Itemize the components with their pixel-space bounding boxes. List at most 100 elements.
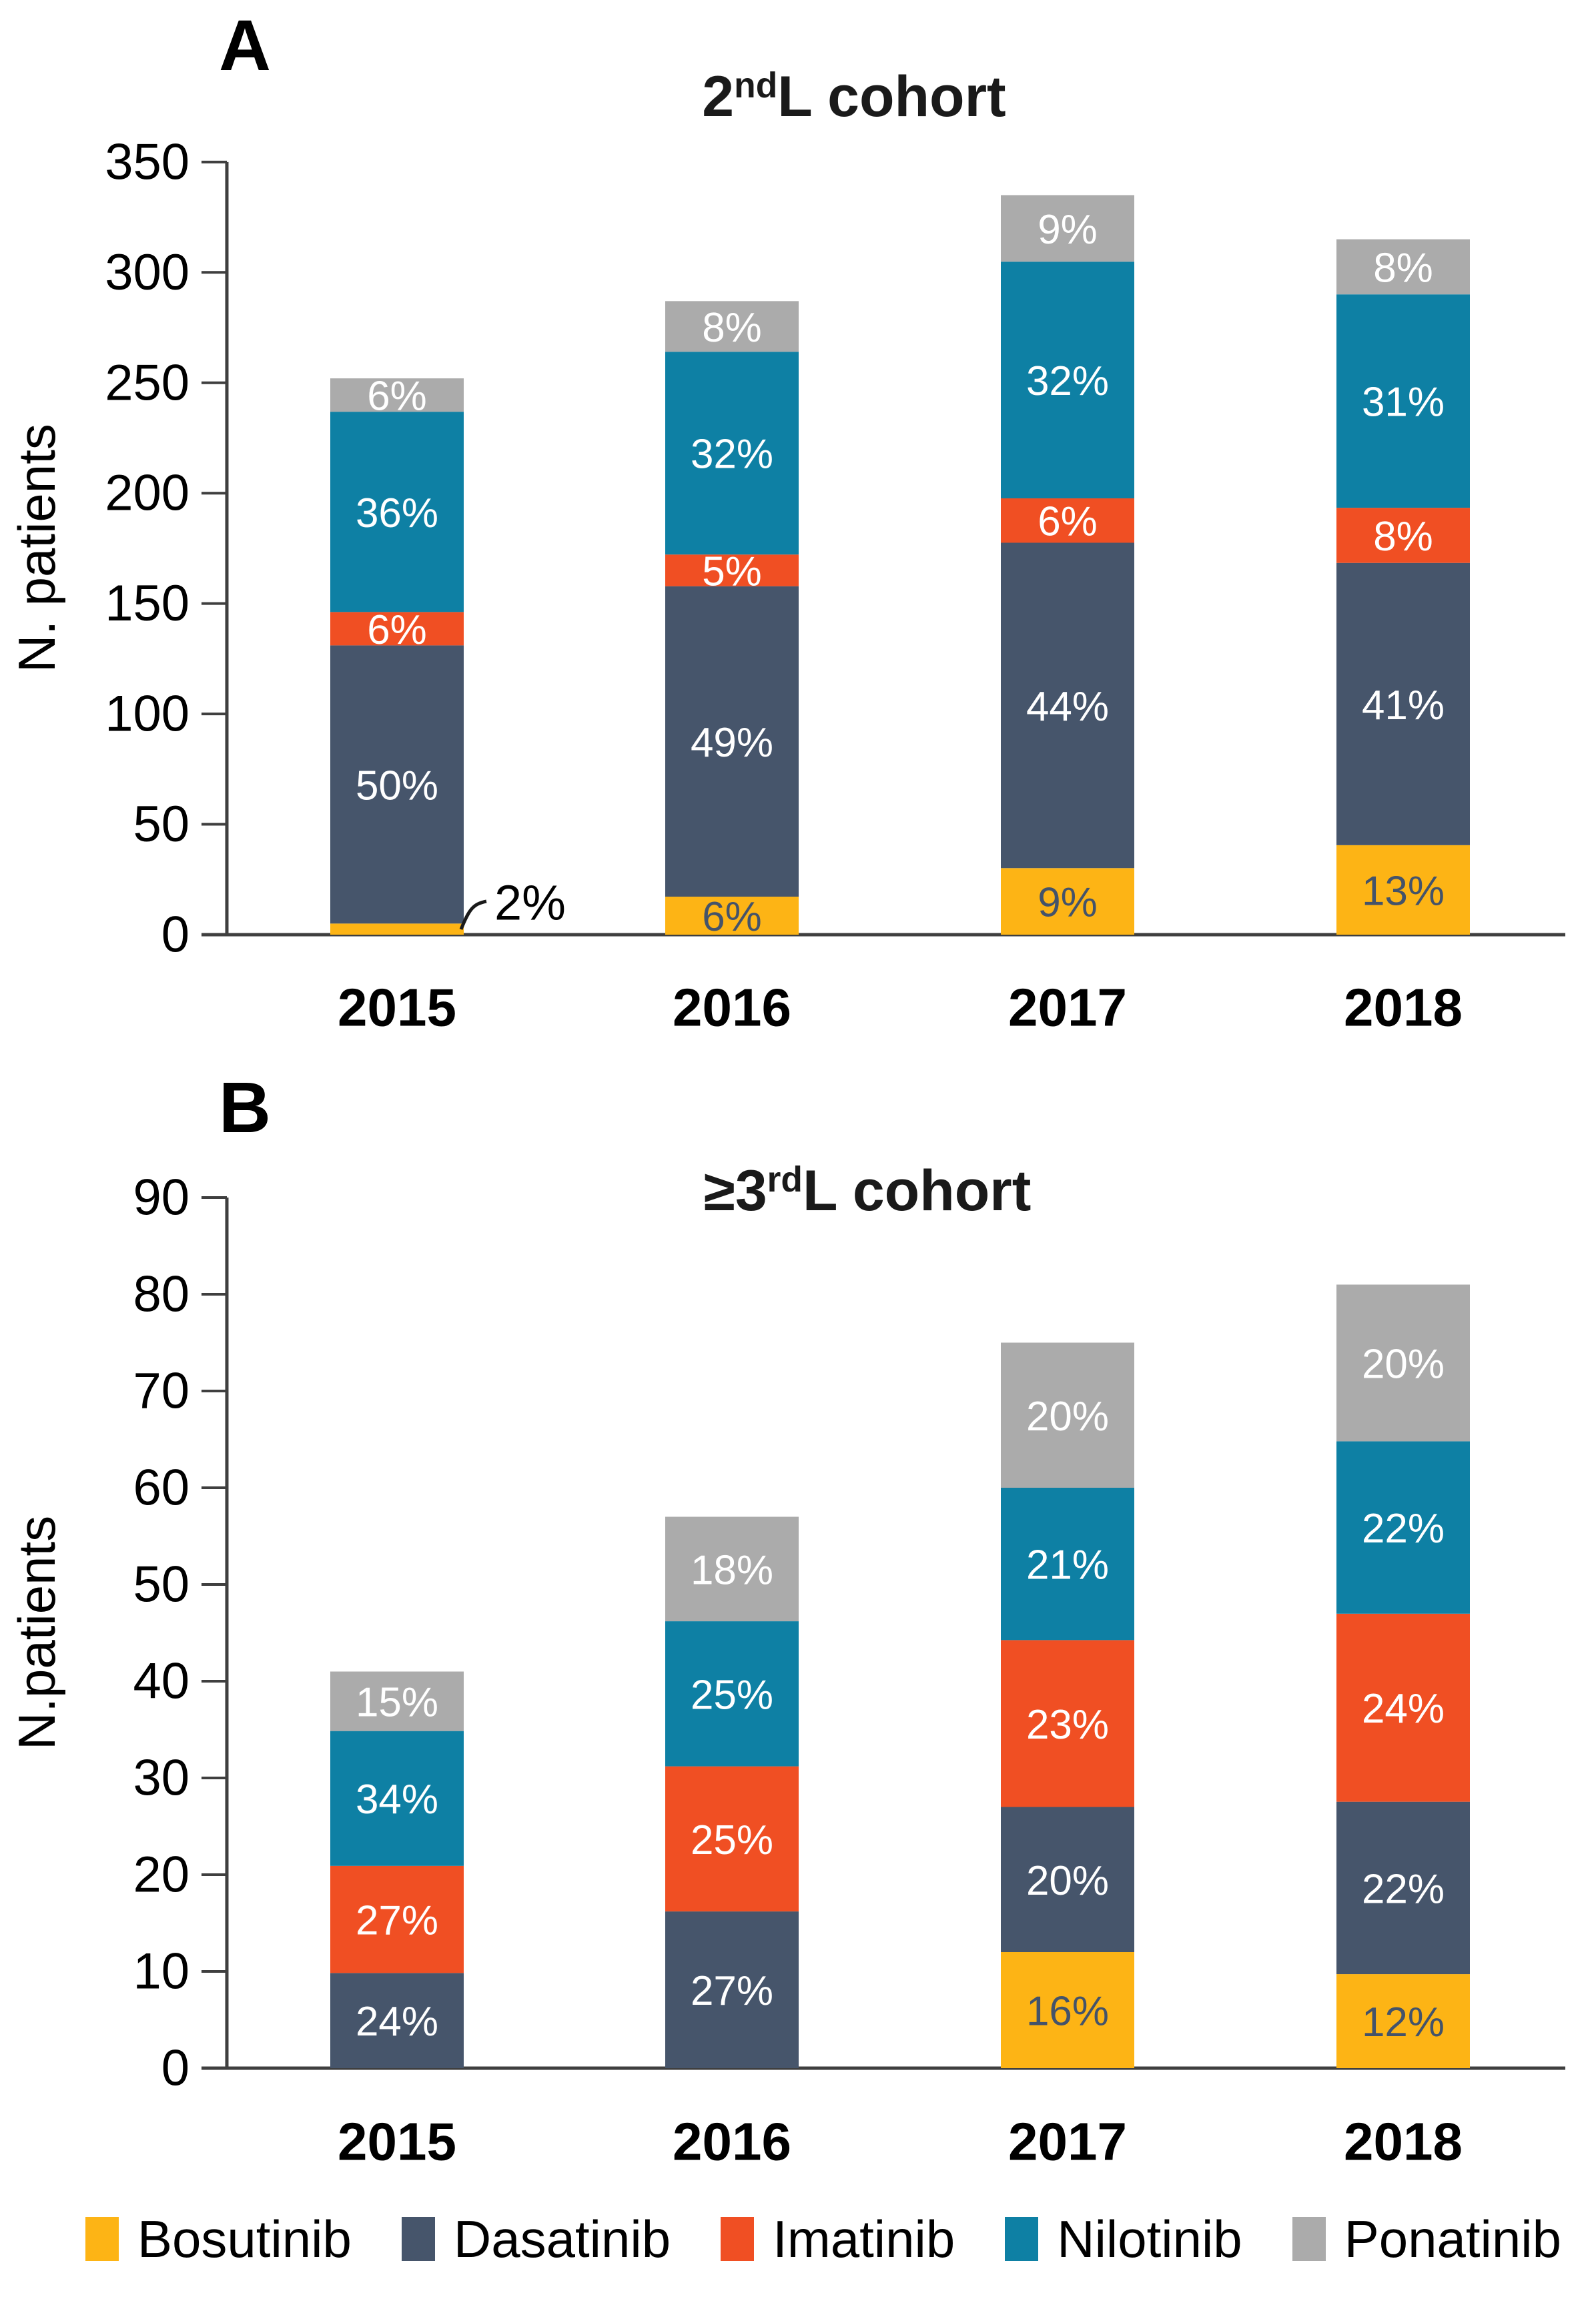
y-tick-label: 150 <box>105 575 189 632</box>
segment-label-bosutinib-2016: 6% <box>702 894 762 940</box>
bar-segment-ponatinib-2017 <box>1001 1342 1134 1488</box>
bar-segment-dasatinib-2016 <box>665 1911 799 2068</box>
chart-b-title-superscript: rd <box>767 1160 803 1200</box>
bar-segment-ponatinib-2015 <box>330 1671 464 1731</box>
segment-label-imatinib-2016: 5% <box>702 548 762 594</box>
segment-label-ponatinib-2016: 18% <box>691 1547 773 1593</box>
bar-segment-bosutinib-2018 <box>1336 845 1470 935</box>
chart-a-title-suffix: L cohort <box>777 65 1006 129</box>
y-tick-label: 70 <box>133 1363 189 1420</box>
bar-segment-nilotinib-2018 <box>1336 1441 1470 1614</box>
bar-segment-imatinib-2016 <box>665 1766 799 1912</box>
segment-label-dasatinib-2015: 50% <box>356 763 438 809</box>
x-category-label-2018: 2018 <box>1344 2112 1463 2172</box>
bar-segment-nilotinib-2016 <box>665 1621 799 1767</box>
x-category-label-2016: 2016 <box>673 2112 791 2172</box>
bar-segment-imatinib-2015 <box>330 612 464 646</box>
bar-segment-bosutinib-2017 <box>1001 868 1134 935</box>
bar-segment-ponatinib-2018 <box>1336 239 1470 295</box>
bar-segment-ponatinib-2016 <box>665 301 799 352</box>
bar-segment-imatinib-2016 <box>665 554 799 586</box>
y-tick-label: 40 <box>133 1653 189 1710</box>
bar-segment-nilotinib-2017 <box>1001 1488 1134 1641</box>
imatinib-swatch-icon <box>721 2217 755 2261</box>
segment-label-ponatinib-2018: 8% <box>1373 245 1433 291</box>
bar-segment-ponatinib-2018 <box>1336 1284 1470 1442</box>
chart-b-title-prefix: ≥3 <box>703 1159 767 1223</box>
segment-label-nilotinib-2018: 31% <box>1362 380 1445 426</box>
segment-label-imatinib-2017: 6% <box>1038 499 1098 545</box>
panel-label-a: A <box>219 5 271 85</box>
bar-segment-nilotinib-2015 <box>330 1731 464 1866</box>
legend-item-ponatinib: Ponatinib <box>1292 2213 1561 2265</box>
bar-segment-dasatinib-2015 <box>330 645 464 924</box>
y-tick-label: 60 <box>133 1460 189 1516</box>
segment-label-nilotinib-2015: 34% <box>356 1777 438 1823</box>
bar-segment-imatinib-2018 <box>1336 508 1470 563</box>
chart-b-title-suffix: L cohort <box>802 1159 1032 1223</box>
segment-label-ponatinib-2016: 8% <box>702 305 762 351</box>
segment-label-ponatinib-2015: 15% <box>356 1680 438 1726</box>
legend-label-nilotinib: Nilotinib <box>1057 2210 1242 2268</box>
segment-label-imatinib-2017: 23% <box>1026 1702 1109 1748</box>
bar-segment-imatinib-2017 <box>1001 1640 1134 1807</box>
segment-label-ponatinib-2018: 20% <box>1362 1341 1445 1387</box>
segment-label-imatinib-2018: 24% <box>1362 1686 1445 1732</box>
y-tick-label: 50 <box>133 796 189 853</box>
bar-segment-ponatinib-2015 <box>330 378 464 412</box>
segment-label-nilotinib-2015: 36% <box>356 490 438 536</box>
dasatinib-swatch-icon <box>401 2217 435 2261</box>
legend-label-bosutinib: Bosutinib <box>137 2210 352 2268</box>
bar-segment-imatinib-2018 <box>1336 1613 1470 1802</box>
bosutinib-swatch-icon <box>85 2217 119 2261</box>
segment-label-nilotinib-2017: 21% <box>1026 1542 1109 1588</box>
segment-label-dasatinib-2017: 44% <box>1026 684 1109 730</box>
bar-segment-dasatinib-2015 <box>330 1973 464 2068</box>
x-category-label-2015: 2015 <box>338 978 456 1037</box>
segment-label-bosutinib-2018: 13% <box>1362 868 1445 914</box>
legend-item-nilotinib: Nilotinib <box>1005 2213 1242 2265</box>
chart-b: 0 10 20 30 40 50 60 70 80 90 24% 27% 34% 15% 2015 27% 25… <box>133 1170 1565 2172</box>
callout-leader-line <box>459 899 487 930</box>
segment-label-dasatinib-2018: 41% <box>1362 682 1445 729</box>
bar-segment-nilotinib-2015 <box>330 412 464 612</box>
segment-label-imatinib-2015: 6% <box>367 607 427 653</box>
segment-label-bosutinib-2017: 9% <box>1038 880 1098 926</box>
y-tick-label: 90 <box>133 1170 189 1226</box>
chart-a-title-superscript: nd <box>734 66 778 106</box>
chart-a: 0 50 100 150 200 250 300 350 50% 6% 36% 6% 2015 6% 49%… <box>105 133 1565 1037</box>
legend-item-imatinib: Imatinib <box>721 2213 955 2265</box>
segment-label-imatinib-2015: 27% <box>356 1898 438 1944</box>
bar-segment-dasatinib-2017 <box>1001 1807 1134 1952</box>
y-tick-label: 0 <box>161 2040 189 2097</box>
segment-label-nilotinib-2016: 32% <box>691 432 773 478</box>
segment-label-imatinib-2018: 8% <box>1373 514 1433 560</box>
y-tick-label: 50 <box>133 1556 189 1613</box>
nilotinib-swatch-icon <box>1005 2217 1039 2261</box>
segment-label-ponatinib-2015: 6% <box>367 374 427 420</box>
y-tick-label: 200 <box>105 465 189 522</box>
chart-a-y-axis-label: N. patients <box>7 424 66 673</box>
x-category-label-2017: 2017 <box>1008 978 1127 1037</box>
chart-b-y-axis-label: N.patients <box>7 1515 66 1750</box>
segment-label-dasatinib-2016: 49% <box>691 720 773 766</box>
bar-segment-ponatinib-2016 <box>665 1516 799 1622</box>
x-category-label-2015: 2015 <box>338 2112 456 2172</box>
bar-segment-nilotinib-2017 <box>1001 262 1134 498</box>
bar-segment-dasatinib-2016 <box>665 586 799 897</box>
y-tick-label: 0 <box>161 907 189 963</box>
y-tick-label: 100 <box>105 686 189 743</box>
bar-segment-bosutinib-2017 <box>1001 1952 1134 2068</box>
segment-label-nilotinib-2018: 22% <box>1362 1506 1445 1552</box>
bar-segment-bosutinib-2015 <box>330 923 464 935</box>
segment-label-ponatinib-2017: 9% <box>1038 207 1098 253</box>
bar-segment-imatinib-2017 <box>1001 498 1134 543</box>
bar-segment-nilotinib-2016 <box>665 352 799 555</box>
legend-item-bosutinib: Bosutinib <box>85 2213 352 2265</box>
y-tick-label: 80 <box>133 1266 189 1323</box>
chart-a-title-prefix: 2 <box>702 65 735 129</box>
y-tick-label: 30 <box>133 1750 189 1807</box>
legend-label-dasatinib: Dasatinib <box>453 2210 671 2268</box>
